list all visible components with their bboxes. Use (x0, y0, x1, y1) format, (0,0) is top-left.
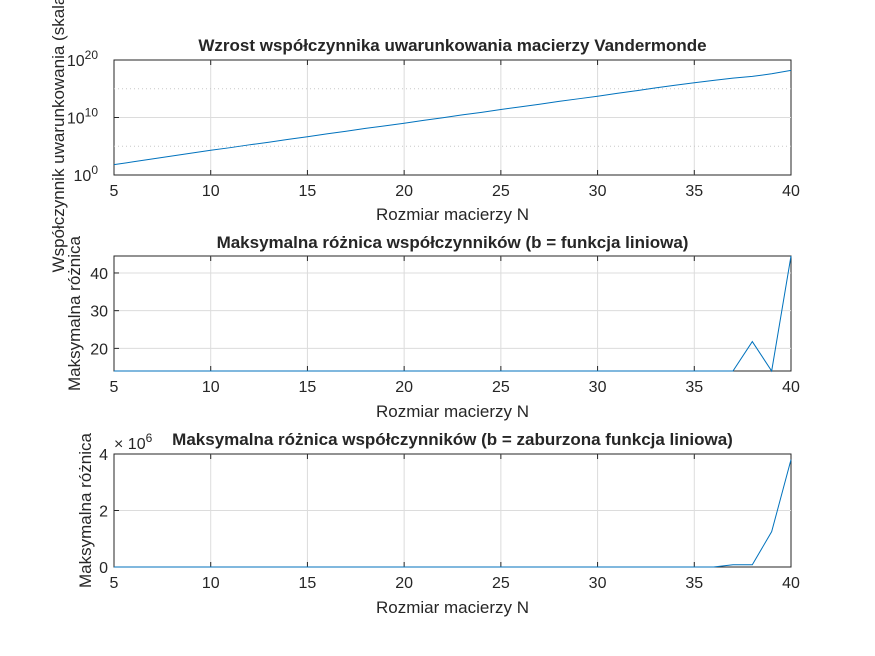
x-tick-label: 15 (299, 183, 317, 200)
x-tick-label: 15 (299, 379, 317, 396)
chart-panel-3: 5 10 15 20 25 30 35 40 0 2 4 × 106 Maksymalna różnic… (76, 430, 800, 617)
chart-panel-2: 5 10 15 20 25 30 35 40 20 30 40 Maksymalna różnica … (65, 233, 800, 421)
series-line (114, 255, 792, 373)
x-tick-label: 30 (589, 183, 607, 200)
x-tick-label: 35 (685, 575, 703, 592)
x-tick-label: 15 (299, 575, 317, 592)
x-tick-label: 35 (685, 183, 703, 200)
y-tick-exponent: 10 (85, 106, 99, 120)
chart-title: Wzrost współczynnika uwarunkowania macie… (198, 36, 706, 55)
x-tick-label: 40 (782, 183, 800, 200)
y-tick-label: 1010 (67, 106, 98, 128)
x-tick-label: 25 (492, 183, 510, 200)
y-axis-label: Współczynnik uwarunkowania (skala log) (49, 0, 68, 272)
y-tick-exponent: 0 (91, 163, 98, 177)
x-axis-label: Rozmiar macierzy N (376, 205, 529, 224)
x-tick-label: 40 (782, 575, 800, 592)
x-tick-label: 10 (202, 183, 220, 200)
x-tick-label: 10 (202, 575, 220, 592)
y-axis-label: Maksymalna różnica (76, 432, 95, 587)
x-tick-label: 25 (492, 379, 510, 396)
y-tick-label: 2 (99, 504, 108, 521)
x-tick-label: 20 (395, 183, 413, 200)
y-tick-base: 10 (67, 53, 85, 70)
chart-title: Maksymalna różnica współczynników (b = z… (172, 430, 733, 449)
x-tick-label: 5 (110, 379, 119, 396)
x-tick-label: 5 (110, 183, 119, 200)
x-axis-label: Rozmiar macierzy N (376, 598, 529, 617)
y-tick-label: 1020 (67, 48, 98, 70)
x-tick-label: 30 (589, 379, 607, 396)
x-tick-label: 10 (202, 379, 220, 396)
y-tick-base: 10 (67, 111, 85, 128)
y-tick-label: 20 (90, 341, 108, 358)
y-tick-exponent: 20 (85, 48, 99, 62)
y-tick-label: 30 (90, 304, 108, 321)
y-exponent-label: × 106 (114, 431, 153, 453)
plot-area (113, 255, 792, 372)
y-tick-label: 4 (99, 447, 108, 464)
x-tick-label: 40 (782, 379, 800, 396)
x-tick-label: 30 (589, 575, 607, 592)
chart-title: Maksymalna różnica współczynników (b = f… (217, 233, 689, 252)
x-tick-label: 20 (395, 575, 413, 592)
x-tick-label: 5 (110, 575, 119, 592)
series-line (114, 459, 792, 568)
y-tick-base: 10 (74, 168, 92, 185)
y-axis-label: Maksymalna różnica (65, 235, 84, 390)
x-tick-label: 35 (685, 379, 703, 396)
series-line (113, 69, 792, 166)
y-tick-label: 40 (90, 266, 108, 283)
y-tick-label: 100 (74, 163, 99, 185)
y-exponent-base: × 10 (114, 436, 146, 453)
x-tick-label: 25 (492, 575, 510, 592)
x-tick-label: 20 (395, 379, 413, 396)
y-exponent-power: 6 (146, 431, 153, 445)
x-axis-label: Rozmiar macierzy N (376, 402, 529, 421)
y-tick-label: 0 (99, 560, 108, 577)
